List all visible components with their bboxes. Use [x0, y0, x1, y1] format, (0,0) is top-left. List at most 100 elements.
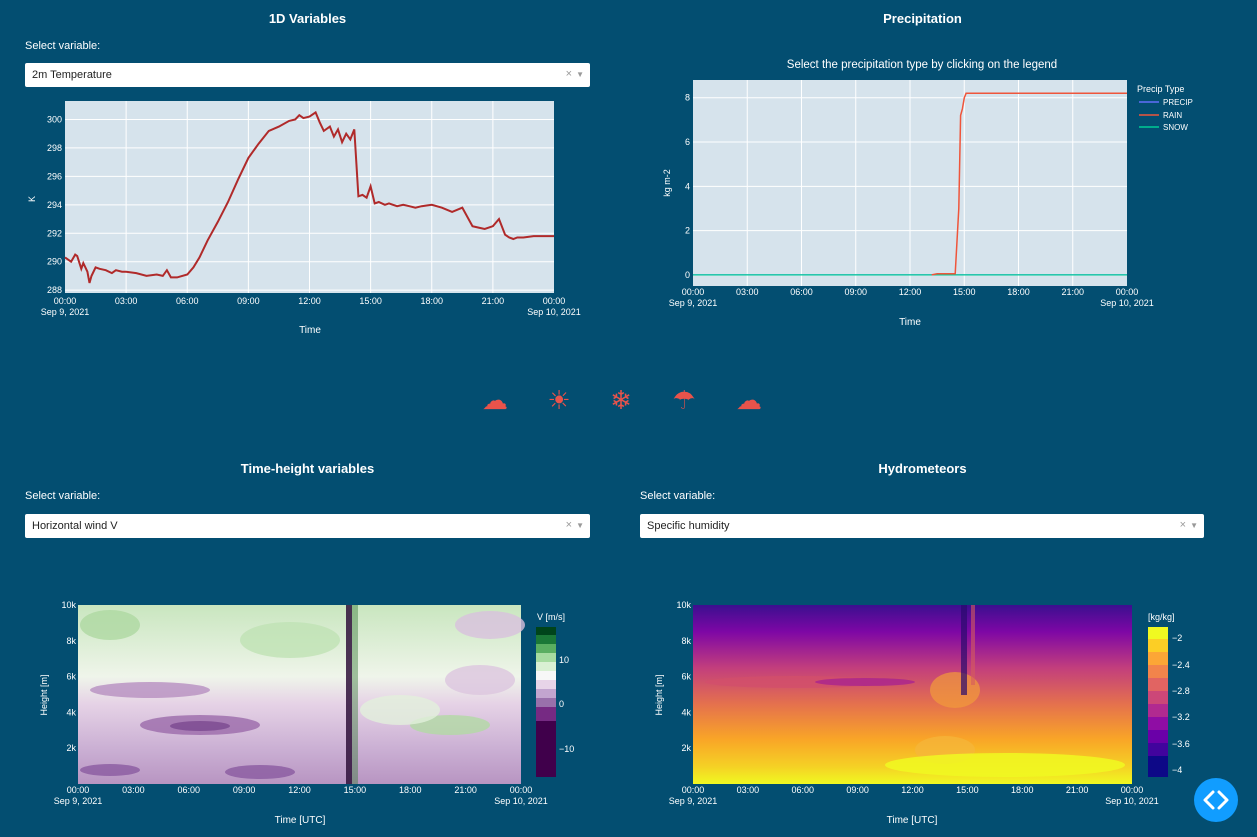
- colorbar: [536, 627, 556, 777]
- x-tick-label: 21:00: [1061, 287, 1084, 297]
- variable-dropdown-1d[interactable]: 2m Temperature × ▼: [25, 63, 590, 87]
- colorbar-tick: −3.2: [1172, 712, 1190, 722]
- legend-label: RAIN: [1163, 111, 1182, 120]
- x-tick-label: 06:00: [791, 785, 814, 795]
- y-axis-title: K: [27, 196, 37, 202]
- panel-title-precipitation: Precipitation: [883, 11, 962, 26]
- x-tick-label: 06:00: [176, 296, 199, 306]
- y-tick-label: 10k: [676, 600, 691, 610]
- x-tick-label: 03:00: [122, 785, 145, 795]
- y-tick-label: 300: [47, 114, 62, 124]
- select-label: Select variable:: [25, 40, 101, 52]
- x-tick-label: 21:00: [1066, 785, 1089, 795]
- colorbar-title: V [m/s]: [537, 612, 565, 622]
- temperature-series-line: [64, 110, 554, 284]
- y-axis-title: Height [m]: [654, 674, 664, 715]
- x-tick-label: 00:00: [543, 296, 566, 306]
- x-tick-label: 09:00: [233, 785, 256, 795]
- x-tick-label: 12:00: [901, 785, 924, 795]
- y-tick-label: 294: [47, 200, 62, 210]
- x-axis-title: Time [UTC]: [887, 815, 938, 826]
- cloud-icon: ☁: [482, 385, 508, 415]
- clear-icon[interactable]: ×: [565, 68, 572, 80]
- code-toggle-button[interactable]: [1194, 778, 1238, 822]
- x-axis-title: Time: [299, 325, 321, 336]
- colorbar-tick: −2: [1172, 633, 1182, 643]
- colorbar-title: [kg/kg]: [1148, 612, 1175, 622]
- x-tick-label: 09:00: [237, 296, 260, 306]
- x-axis-title: Time: [899, 317, 921, 328]
- y-tick-label: 8k: [681, 636, 691, 646]
- clear-icon[interactable]: ×: [1179, 519, 1186, 531]
- x-tick-label: 15:00: [359, 296, 382, 306]
- x-tick-label: 00:00: [510, 785, 533, 795]
- y-tick-label: 290: [47, 257, 62, 267]
- x-date-end: Sep 10, 2021: [1100, 298, 1154, 308]
- x-tick-label: 00:00: [54, 296, 77, 306]
- x-date-start: Sep 9, 2021: [669, 796, 718, 806]
- chevron-down-icon[interactable]: ▼: [576, 521, 584, 530]
- colorbar-tick: −2.8: [1172, 686, 1190, 696]
- y-tick-label: 288: [47, 285, 62, 295]
- code-brackets-icon: [1203, 790, 1229, 810]
- umbrella-icon: ☂: [672, 385, 696, 415]
- y-tick-label: 4: [685, 181, 690, 191]
- y-tick-label: 2k: [66, 743, 76, 753]
- y-tick-label: 6: [685, 137, 690, 147]
- x-tick-label: 00:00: [682, 287, 705, 297]
- temperature-chart[interactable]: 00:00 03:00 06:00 09:00 12:00 15:00 18:00 21:00…: [0, 95, 620, 345]
- dropdown-value: Horizontal wind V: [32, 520, 118, 532]
- legend-item-rain[interactable]: RAIN: [1139, 111, 1182, 120]
- x-date-end: Sep 10, 2021: [494, 796, 548, 806]
- colorbar: [1148, 627, 1168, 777]
- colorbar-tick: 0: [559, 699, 564, 709]
- y-tick-label: 296: [47, 171, 62, 181]
- rain-series-line: [931, 92, 1127, 276]
- specific-humidity-contour-chart[interactable]: 00:00 03:00 06:00 09:00 12:00 15:00 18:00 21:00…: [615, 600, 1235, 830]
- y-axis-title: kg m-2: [662, 169, 672, 197]
- x-tick-label: 03:00: [115, 296, 138, 306]
- chevron-down-icon[interactable]: ▼: [1190, 521, 1198, 530]
- colorbar-tick: −3.6: [1172, 739, 1190, 749]
- wind-v-contour-chart[interactable]: 00:00 03:00 06:00 09:00 12:00 15:00 18:00 21:00…: [0, 600, 620, 830]
- panel-title-time-height-variables: Time-height variables: [240, 461, 375, 476]
- variable-dropdown-hydrometeors[interactable]: Specific humidity × ▼: [640, 514, 1204, 538]
- y-tick-label: 10k: [61, 600, 76, 610]
- x-tick-label: 18:00: [1011, 785, 1034, 795]
- legend-item-snow[interactable]: SNOW: [1139, 123, 1188, 132]
- precipitation-chart[interactable]: Select the precipitation type by clickin…: [630, 50, 1230, 335]
- x-tick-label: 18:00: [420, 296, 443, 306]
- colorbar-tick: 10: [559, 655, 569, 665]
- snowflake-icon: ❄: [610, 385, 632, 415]
- x-tick-label: 12:00: [288, 785, 311, 795]
- colorbar-tick: −2.4: [1172, 660, 1190, 670]
- x-tick-label: 15:00: [953, 287, 976, 297]
- y-tick-label: 2k: [681, 743, 691, 753]
- y-tick-label: 2: [685, 226, 690, 236]
- sun-icon: ☀: [547, 385, 571, 415]
- x-date-end: Sep 10, 2021: [527, 307, 581, 317]
- contour-features: [705, 605, 1125, 777]
- x-date-start: Sep 9, 2021: [669, 298, 718, 308]
- y-tick-label: 4k: [66, 707, 76, 717]
- contour-features: [80, 605, 525, 784]
- x-tick-label: 18:00: [1007, 287, 1030, 297]
- x-tick-label: 15:00: [344, 785, 367, 795]
- legend-item-precip[interactable]: PRECIP: [1139, 98, 1193, 107]
- x-tick-label: 03:00: [737, 785, 760, 795]
- y-tick-label: 4k: [681, 707, 691, 717]
- x-date-start: Sep 9, 2021: [54, 796, 103, 806]
- chevron-down-icon[interactable]: ▼: [576, 70, 584, 79]
- y-tick-label: 8: [685, 93, 690, 103]
- x-date-end: Sep 10, 2021: [1105, 796, 1159, 806]
- panel-title-1d-variables: 1D Variables: [268, 11, 347, 26]
- x-axis-title: Time [UTC]: [275, 815, 326, 826]
- panel-title-hydrometeors: Hydrometeors: [878, 461, 967, 476]
- x-tick-label: 15:00: [956, 785, 979, 795]
- variable-dropdown-time-height[interactable]: Horizontal wind V × ▼: [25, 514, 590, 538]
- legend-title: Precip Type: [1137, 84, 1184, 94]
- x-tick-label: 21:00: [454, 785, 477, 795]
- clear-icon[interactable]: ×: [565, 519, 572, 531]
- dropdown-value: 2m Temperature: [32, 69, 112, 81]
- y-tick-label: 0: [685, 270, 690, 280]
